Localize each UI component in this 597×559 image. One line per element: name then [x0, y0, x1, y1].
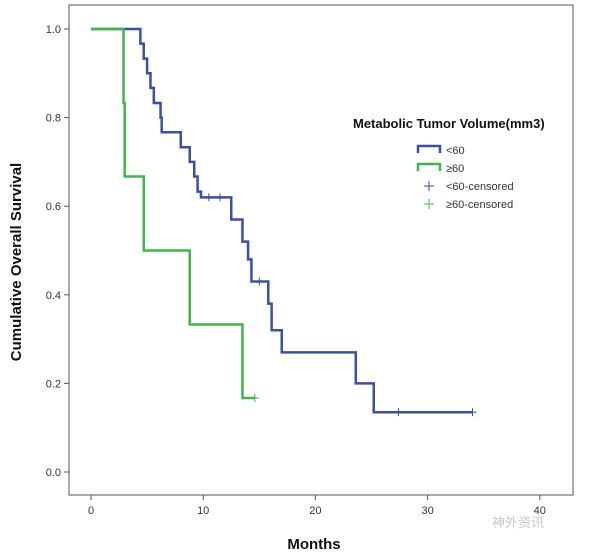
legend-entries: <60 ≥60 <60-censored ≥60-censored	[416, 144, 514, 211]
legend: Metabolic Tumor Volume(mm3) <60 ≥60 <60-ce…	[353, 116, 545, 211]
y-tick-label: 0.6	[46, 201, 61, 213]
y-tick-label: 0.8	[46, 113, 61, 125]
y-axis: 0.0 0.2 0.4 0.6 0.8 1.0	[46, 24, 69, 479]
x-tick-label: 20	[309, 505, 321, 517]
legend-entry: <60-censored	[424, 181, 514, 193]
y-tick-label: 0.0	[46, 467, 61, 479]
legend-entry: <60	[416, 144, 465, 157]
series-line-2	[91, 27, 255, 400]
legend-entry: ≥60	[416, 162, 464, 175]
watermark-text: 神外资讯	[492, 516, 544, 531]
x-axis: 0 10 20 30 40	[88, 495, 546, 517]
y-tick-label: 0.2	[46, 378, 61, 390]
censor-mark	[216, 193, 225, 202]
y-tick-label: 1.0	[46, 24, 61, 36]
legend-label: ≥60	[446, 163, 464, 175]
legend-label: ≥60-censored	[446, 199, 513, 211]
y-axis-title: Cumulative Overall Survival	[8, 163, 25, 361]
x-tick-label: 0	[88, 505, 94, 517]
censor-mark	[468, 408, 477, 417]
x-tick-label: 30	[421, 505, 433, 517]
plot-frame	[68, 4, 574, 496]
censor-mark	[204, 193, 213, 202]
censor-mark	[394, 408, 403, 417]
y-tick-label: 0.4	[46, 290, 61, 302]
series-line-1	[91, 27, 473, 414]
legend-title: Metabolic Tumor Volume(mm3)	[353, 116, 545, 131]
legend-swatch	[416, 162, 442, 171]
legend-label: <60-censored	[446, 181, 514, 193]
plot-border	[68, 4, 574, 496]
censor-mark	[250, 394, 259, 403]
x-tick-label: 40	[534, 505, 546, 517]
legend-swatch	[416, 144, 442, 153]
x-axis-title: Months	[287, 536, 340, 553]
legend-entry: ≥60-censored	[424, 199, 513, 211]
series-layer	[91, 27, 477, 417]
x-tick-label: 10	[197, 505, 209, 517]
legend-label: <60	[446, 145, 465, 157]
censor-mark	[255, 277, 264, 286]
